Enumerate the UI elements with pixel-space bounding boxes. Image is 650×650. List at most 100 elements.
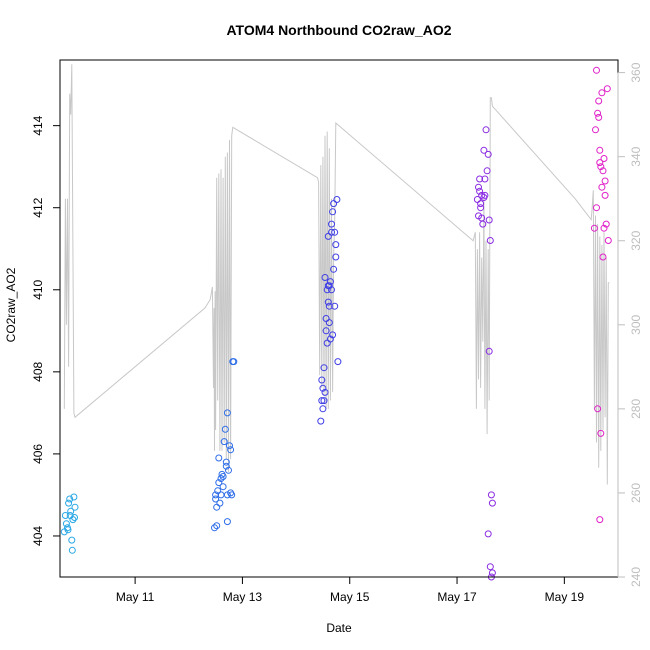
data-point-s2-17 — [319, 405, 327, 413]
data-point-s4-15 — [593, 204, 600, 212]
data-point-s2-22 — [328, 286, 335, 294]
y-tick-label: 412 — [31, 197, 45, 217]
data-point-s2-32 — [330, 265, 338, 273]
data-point-s4-12 — [595, 97, 603, 105]
data-point-s3-10 — [484, 150, 492, 158]
data-point-s2-5 — [322, 327, 330, 335]
data-point-s2-21 — [325, 319, 333, 327]
data-point-s1-14 — [226, 442, 233, 450]
data-point-s3-17 — [488, 569, 496, 577]
data-point-s0-14 — [71, 514, 78, 521]
data-point-s4-22 — [601, 177, 609, 185]
data-point-s0-10 — [71, 503, 79, 511]
data-point-s2-4 — [321, 274, 329, 281]
data-point-s1-27 — [227, 489, 235, 497]
right-y-axis: 240 260 280 300 320 340 360 — [617, 62, 643, 587]
data-point-s0-12 — [64, 526, 72, 534]
right-y-tick-label: 300 — [629, 314, 643, 334]
data-point-s3-4 — [478, 191, 486, 199]
data-point-s3-3 — [477, 204, 485, 212]
data-point-s1-21 — [223, 518, 231, 526]
data-point-s3-16 — [486, 563, 494, 571]
data-point-s4-6 — [599, 167, 607, 175]
data-point-s1-10 — [221, 425, 229, 433]
right-y-tick-label: 360 — [629, 62, 643, 82]
x-tick-label: May 11 — [116, 590, 155, 604]
plot-area — [59, 59, 619, 578]
data-point-s1-2 — [213, 503, 221, 511]
data-point-s2-27 — [326, 335, 334, 343]
data-point-s4-13 — [598, 89, 606, 97]
data-point-s2-30 — [318, 376, 326, 384]
x-tick-label: May 13 — [223, 590, 263, 604]
data-point-s2-6 — [323, 286, 331, 294]
right-y-tick-label: 320 — [629, 230, 643, 250]
data-point-s0-11 — [68, 546, 76, 554]
data-point-s2-9 — [326, 278, 334, 286]
data-point-s4-11 — [604, 237, 612, 244]
data-point-s0-13 — [66, 512, 74, 519]
right-y-tick-label: 340 — [629, 146, 643, 166]
data-point-s2-13 — [331, 228, 339, 236]
data-point-s4-3 — [596, 146, 604, 154]
chart-title: ATOM4 Northbound CO2raw_AO2 — [226, 22, 451, 38]
data-point-s2-2 — [319, 384, 327, 392]
data-point-s2-8 — [325, 302, 333, 310]
y-axis-label: CO2raw_AO2 — [4, 267, 18, 342]
data-point-s2-28 — [328, 228, 335, 236]
data-point-s1-13 — [225, 466, 232, 474]
data-point-s2-0 — [317, 417, 325, 425]
data-point-s0-5 — [66, 495, 74, 503]
data-point-s0-9 — [70, 493, 78, 501]
data-point-s1-0 — [211, 524, 218, 532]
data-point-s1-25 — [219, 473, 227, 480]
right-y-tick-label: 280 — [629, 399, 643, 419]
data-point-s4-9 — [602, 220, 610, 228]
data-point-s1-11 — [222, 458, 230, 466]
data-point-s0-6 — [67, 507, 75, 515]
data-point-s2-29 — [320, 397, 328, 405]
x-axis: May 11 May 13 May 15 May 17 May 19 — [116, 576, 584, 604]
data-point-s2-3 — [320, 364, 328, 372]
data-point-s3-14 — [488, 499, 496, 507]
data-point-s1-24 — [217, 475, 225, 482]
data-point-s3-20 — [476, 187, 484, 195]
data-point-s4-10 — [603, 85, 611, 93]
y-tick-label: 410 — [31, 279, 45, 299]
data-point-s1-26 — [222, 462, 230, 470]
data-point-s1-18 — [230, 358, 238, 366]
data-point-s3-2 — [476, 175, 484, 183]
data-point-s0-2 — [62, 520, 70, 528]
y-tick-label: 404 — [31, 526, 45, 546]
data-point-s1-4 — [215, 479, 223, 487]
data-point-s4-8 — [601, 191, 609, 199]
data-point-s3-19 — [485, 347, 493, 355]
data-point-s2-7 — [324, 232, 332, 240]
data-point-s3-5 — [479, 220, 487, 228]
data-point-s1-5 — [216, 499, 224, 507]
data-point-s3-12 — [486, 237, 494, 244]
data-point-s4-19 — [594, 405, 602, 413]
data-point-s2-1 — [318, 397, 326, 405]
data-point-s2-25 — [332, 241, 340, 249]
data-point-s2-15 — [333, 196, 341, 203]
data-point-s4-2 — [595, 113, 603, 121]
data-point-s2-11 — [329, 208, 337, 216]
data-point-s4-14 — [592, 126, 599, 134]
x-tick-label: May 17 — [437, 590, 477, 604]
data-point-s2-14 — [332, 253, 340, 261]
data-point-s2-26 — [323, 339, 331, 347]
data-point-s4-18 — [600, 155, 608, 162]
data-point-s4-0 — [593, 66, 600, 74]
data-point-s4-20 — [597, 429, 605, 437]
data-point-s2-18 — [321, 388, 329, 396]
data-point-s3-8 — [482, 126, 490, 134]
data-point-s2-33 — [325, 282, 333, 290]
data-point-s3-6 — [480, 146, 488, 154]
data-point-s3-1 — [475, 183, 482, 191]
data-point-s1-20 — [213, 522, 221, 530]
y-tick-label: 406 — [31, 444, 45, 464]
scatter-points-layer — [60, 66, 612, 581]
data-point-s3-25 — [475, 212, 482, 220]
